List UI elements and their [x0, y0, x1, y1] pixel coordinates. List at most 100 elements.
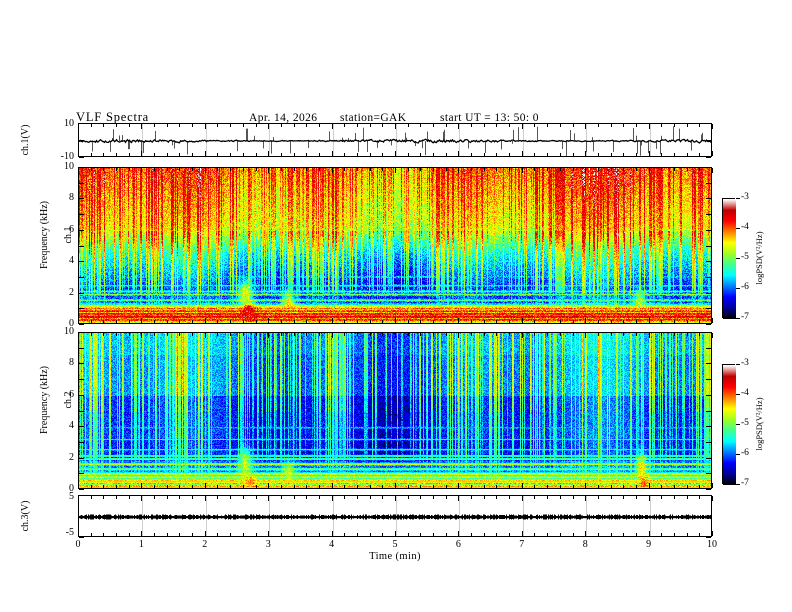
axis-tickmark — [79, 308, 84, 309]
axis-tickmark — [560, 533, 561, 536]
axis-tickmark — [306, 485, 307, 488]
axis-tickmark — [484, 168, 485, 171]
axis-tickmark — [141, 483, 142, 488]
axis-tickmark — [217, 496, 218, 499]
axis-tickmark — [79, 473, 84, 474]
ch2-spectrogram-ytick-10: 10 — [64, 326, 74, 337]
axis-tickmark — [496, 533, 497, 536]
axis-tickmark — [256, 124, 257, 127]
axis-tickmark — [585, 496, 586, 501]
axis-tickmark — [649, 333, 650, 338]
axis-tickmark — [649, 168, 650, 173]
axis-tickmark — [268, 151, 269, 156]
axis-tickmark — [243, 333, 244, 336]
ch1-spectrogram-ytick-8: 8 — [69, 192, 74, 204]
axis-tickmark — [370, 153, 371, 156]
axis-tickmark — [623, 533, 624, 536]
axis-tickmark — [712, 168, 713, 173]
axis-tickmark — [522, 483, 523, 488]
axis-tickmark — [408, 153, 409, 156]
axis-tickmark — [141, 531, 142, 536]
axis-tickmark — [319, 333, 320, 336]
axis-tickmark — [154, 320, 155, 323]
axis-tickmark — [598, 485, 599, 488]
axis-tickmark — [522, 151, 523, 156]
axis-tickmark — [357, 496, 358, 499]
axis-tickmark — [661, 320, 662, 323]
axis-tickmark — [712, 333, 713, 338]
axis-tickmark — [573, 485, 574, 488]
axis-tickmark — [382, 333, 383, 336]
axis-tickmark — [661, 533, 662, 536]
axis-tickmark — [560, 124, 561, 127]
axis-tickmark — [179, 153, 180, 156]
axis-tickmark — [192, 124, 193, 127]
axis-tickmark — [522, 531, 523, 536]
axis-tickmark — [281, 124, 282, 127]
axis-tickmark — [91, 168, 92, 171]
axis-tickmark — [116, 153, 117, 156]
ch1-spectrogram-panel — [78, 167, 712, 324]
axis-tickmark — [179, 533, 180, 536]
axis-tickmark — [509, 533, 510, 536]
axis-tickmark — [103, 168, 104, 171]
axis-tickmark — [91, 496, 92, 499]
axis-tickmark — [79, 458, 84, 459]
axis-tickmark — [706, 426, 711, 427]
colorbar-tick--4: -4 — [741, 222, 749, 232]
axis-tickmark — [471, 496, 472, 499]
axis-tickmark — [294, 153, 295, 156]
axis-tickmark — [179, 168, 180, 171]
axis-tickmark — [547, 153, 548, 156]
axis-tickmark — [661, 333, 662, 336]
axis-tickmark — [547, 333, 548, 336]
axis-tickmark — [91, 320, 92, 323]
axis-tickmark — [205, 124, 206, 129]
colorbar-tick--7: -7 — [741, 312, 749, 322]
axis-tickmark — [268, 483, 269, 488]
axis-tickmark — [230, 485, 231, 488]
axis-tickmark — [243, 496, 244, 499]
axis-tickmark — [141, 168, 142, 173]
axis-tickmark — [256, 496, 257, 499]
axis-tickmark — [706, 123, 711, 124]
axis-tickmark — [534, 124, 535, 127]
axis-tickmark — [712, 483, 713, 488]
axis-tickmark — [674, 485, 675, 488]
axis-tickmark — [433, 333, 434, 336]
axis-tickmark — [167, 496, 168, 499]
ch2-spectrogram-panel — [78, 332, 712, 489]
axis-tickmark — [179, 320, 180, 323]
ch2-colorbar — [722, 364, 736, 485]
axis-tickmark — [458, 151, 459, 156]
axis-tickmark — [79, 495, 84, 496]
axis-tickmark — [217, 153, 218, 156]
axis-tickmark — [420, 153, 421, 156]
axis-tickmark — [649, 124, 650, 129]
axis-tickmark — [573, 153, 574, 156]
axis-tickmark — [636, 320, 637, 323]
axis-tickmark — [192, 320, 193, 323]
axis-tickmark — [91, 153, 92, 156]
axis-tickmark — [420, 533, 421, 536]
axis-tickmark — [129, 485, 130, 488]
axis-tickmark — [103, 533, 104, 536]
ch2-spectrogram-ytick-4: 4 — [69, 420, 74, 432]
axis-tickmark — [179, 485, 180, 488]
axis-tickmark — [661, 485, 662, 488]
axis-tickmark — [496, 333, 497, 336]
axis-tickmark — [78, 483, 79, 488]
axis-tickmark — [319, 153, 320, 156]
axis-tickmark — [661, 168, 662, 171]
x-axis-tick-0: 0 — [75, 539, 81, 550]
axis-tickmark — [649, 318, 650, 323]
axis-tickmark — [408, 168, 409, 171]
axis-tickmark — [230, 496, 231, 499]
axis-tickmark — [706, 198, 711, 199]
axis-tickmark — [547, 124, 548, 127]
axis-tickmark — [706, 379, 711, 380]
axis-tickmark — [395, 124, 396, 129]
axis-tickmark — [281, 333, 282, 336]
axis-tickmark — [446, 124, 447, 127]
axis-tickmark — [141, 124, 142, 129]
